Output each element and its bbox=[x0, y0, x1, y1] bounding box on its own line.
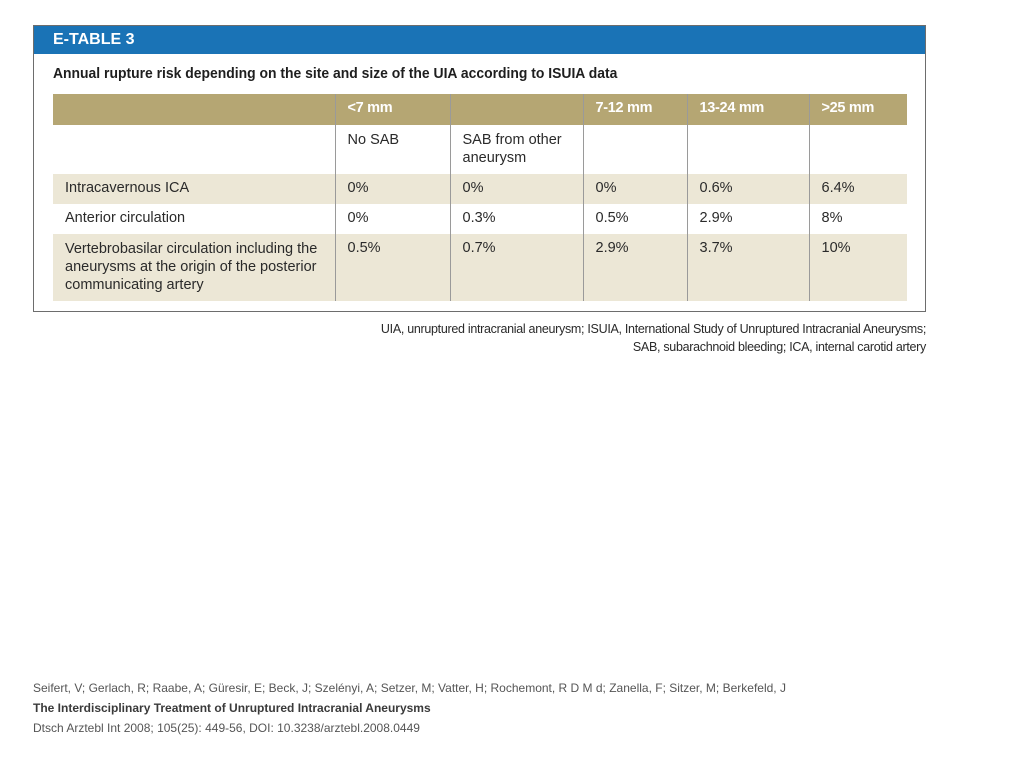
citation: Seifert, V; Gerlach, R; Raabe, A; Güresi… bbox=[33, 678, 786, 738]
citation-source: Dtsch Arztebl Int 2008; 105(25): 449-56,… bbox=[33, 721, 420, 735]
table-cell: 8% bbox=[808, 204, 907, 234]
header-cell: 7-12 mm bbox=[582, 94, 687, 125]
row-label: Intracavernous ICA bbox=[53, 174, 335, 204]
table-frame: E-TABLE 3 Annual rupture risk depending … bbox=[33, 25, 926, 312]
table-cell: 2.9% bbox=[686, 204, 809, 234]
subheader-cell bbox=[808, 125, 907, 174]
footnote-line: SAB, subarachnoid bleeding; ICA, interna… bbox=[632, 340, 926, 354]
citation-authors: Seifert, V; Gerlach, R; Raabe, A; Güresi… bbox=[33, 681, 786, 695]
table-cell: 0.3% bbox=[449, 204, 583, 234]
table-cell: 2.9% bbox=[582, 234, 687, 301]
header-cell: <7 mm bbox=[334, 94, 450, 125]
row-label: Anterior circulation bbox=[65, 210, 186, 226]
table-label: E-TABLE 3 bbox=[34, 26, 925, 54]
table-cell: 0.6% bbox=[686, 174, 809, 204]
footnote-line: UIA, unruptured intracranial aneurysm; I… bbox=[380, 322, 926, 336]
subheader-cell bbox=[686, 125, 809, 174]
header-cell bbox=[449, 94, 583, 125]
subheader-cell: SAB from other aneurysm bbox=[449, 125, 583, 174]
table-cell: 0.5% bbox=[334, 234, 450, 301]
header-cell: 13-24 mm bbox=[686, 94, 809, 125]
table-cell: 0.7% bbox=[449, 234, 583, 301]
subheader-cell: No SAB bbox=[334, 125, 450, 174]
table-cell: 0% bbox=[449, 174, 583, 204]
header-cell bbox=[53, 94, 335, 125]
table-cell: 0% bbox=[582, 174, 687, 204]
table-row: Anterior circulation 0% 0.3% 0.5% 2.9% 8… bbox=[53, 204, 907, 234]
header-row: <7 mm 7-12 mm 13-24 mm >25 mm bbox=[53, 94, 907, 125]
subheader-cell bbox=[582, 125, 687, 174]
table-cell: 10% bbox=[808, 234, 907, 301]
table-row: Vertebrobasilar circulation including th… bbox=[53, 234, 907, 301]
table-row: Intracavernous ICA 0% 0% 0% 0.6% 6.4% bbox=[53, 174, 907, 204]
citation-title: The Interdisciplinary Treatment of Unrup… bbox=[33, 701, 431, 715]
table-cell: 0% bbox=[334, 174, 450, 204]
table-cell: 0.5% bbox=[582, 204, 687, 234]
data-table: <7 mm 7-12 mm 13-24 mm >25 mm No SAB SAB… bbox=[53, 94, 907, 301]
table-caption: Annual rupture risk depending on the sit… bbox=[53, 66, 618, 82]
subheader-row: No SAB SAB from other aneurysm bbox=[53, 125, 907, 174]
subheader-cell bbox=[53, 125, 335, 174]
table-cell: 6.4% bbox=[808, 174, 907, 204]
table-footnote: UIA, unruptured intracranial aneurysm; I… bbox=[381, 320, 926, 356]
row-label: Vertebrobasilar circulation including th… bbox=[53, 234, 335, 301]
table-cell: 3.7% bbox=[686, 234, 809, 301]
header-cell: >25 mm bbox=[808, 94, 907, 125]
table-cell: 0% bbox=[334, 204, 450, 234]
